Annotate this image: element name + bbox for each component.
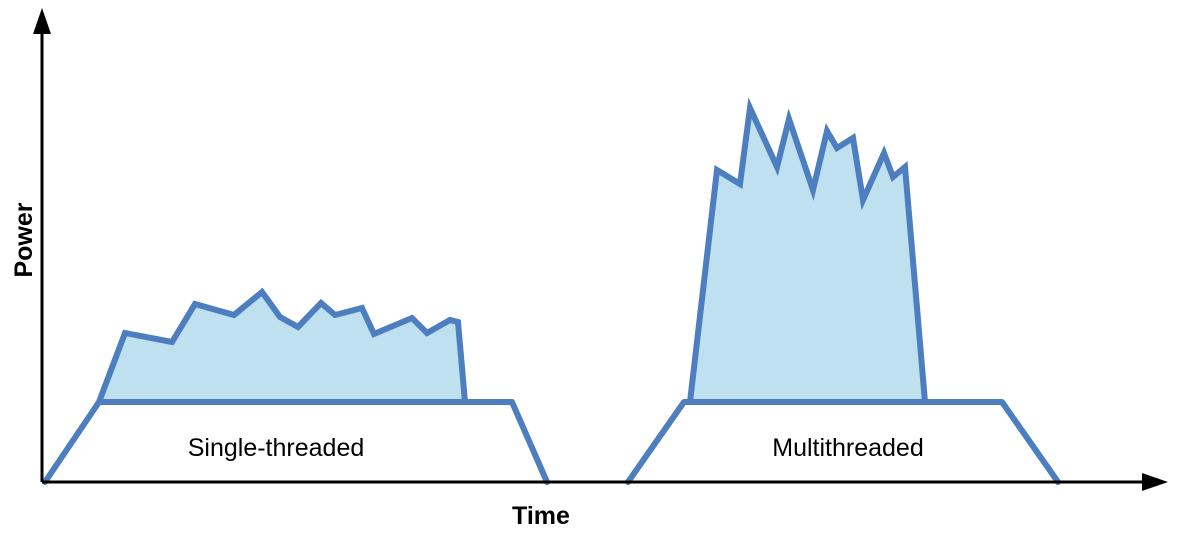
x-axis-label: Time bbox=[512, 502, 570, 530]
y-axis-label: Power bbox=[10, 202, 38, 277]
y-axis-arrow-icon bbox=[33, 8, 51, 34]
single-threaded-label: Single-threaded bbox=[188, 434, 365, 462]
x-axis-arrow-icon bbox=[1142, 473, 1168, 491]
multithreaded-label: Multithreaded bbox=[772, 434, 923, 462]
single-threaded-power-trace bbox=[94, 287, 469, 405]
multithreaded-power-trace bbox=[686, 97, 929, 405]
